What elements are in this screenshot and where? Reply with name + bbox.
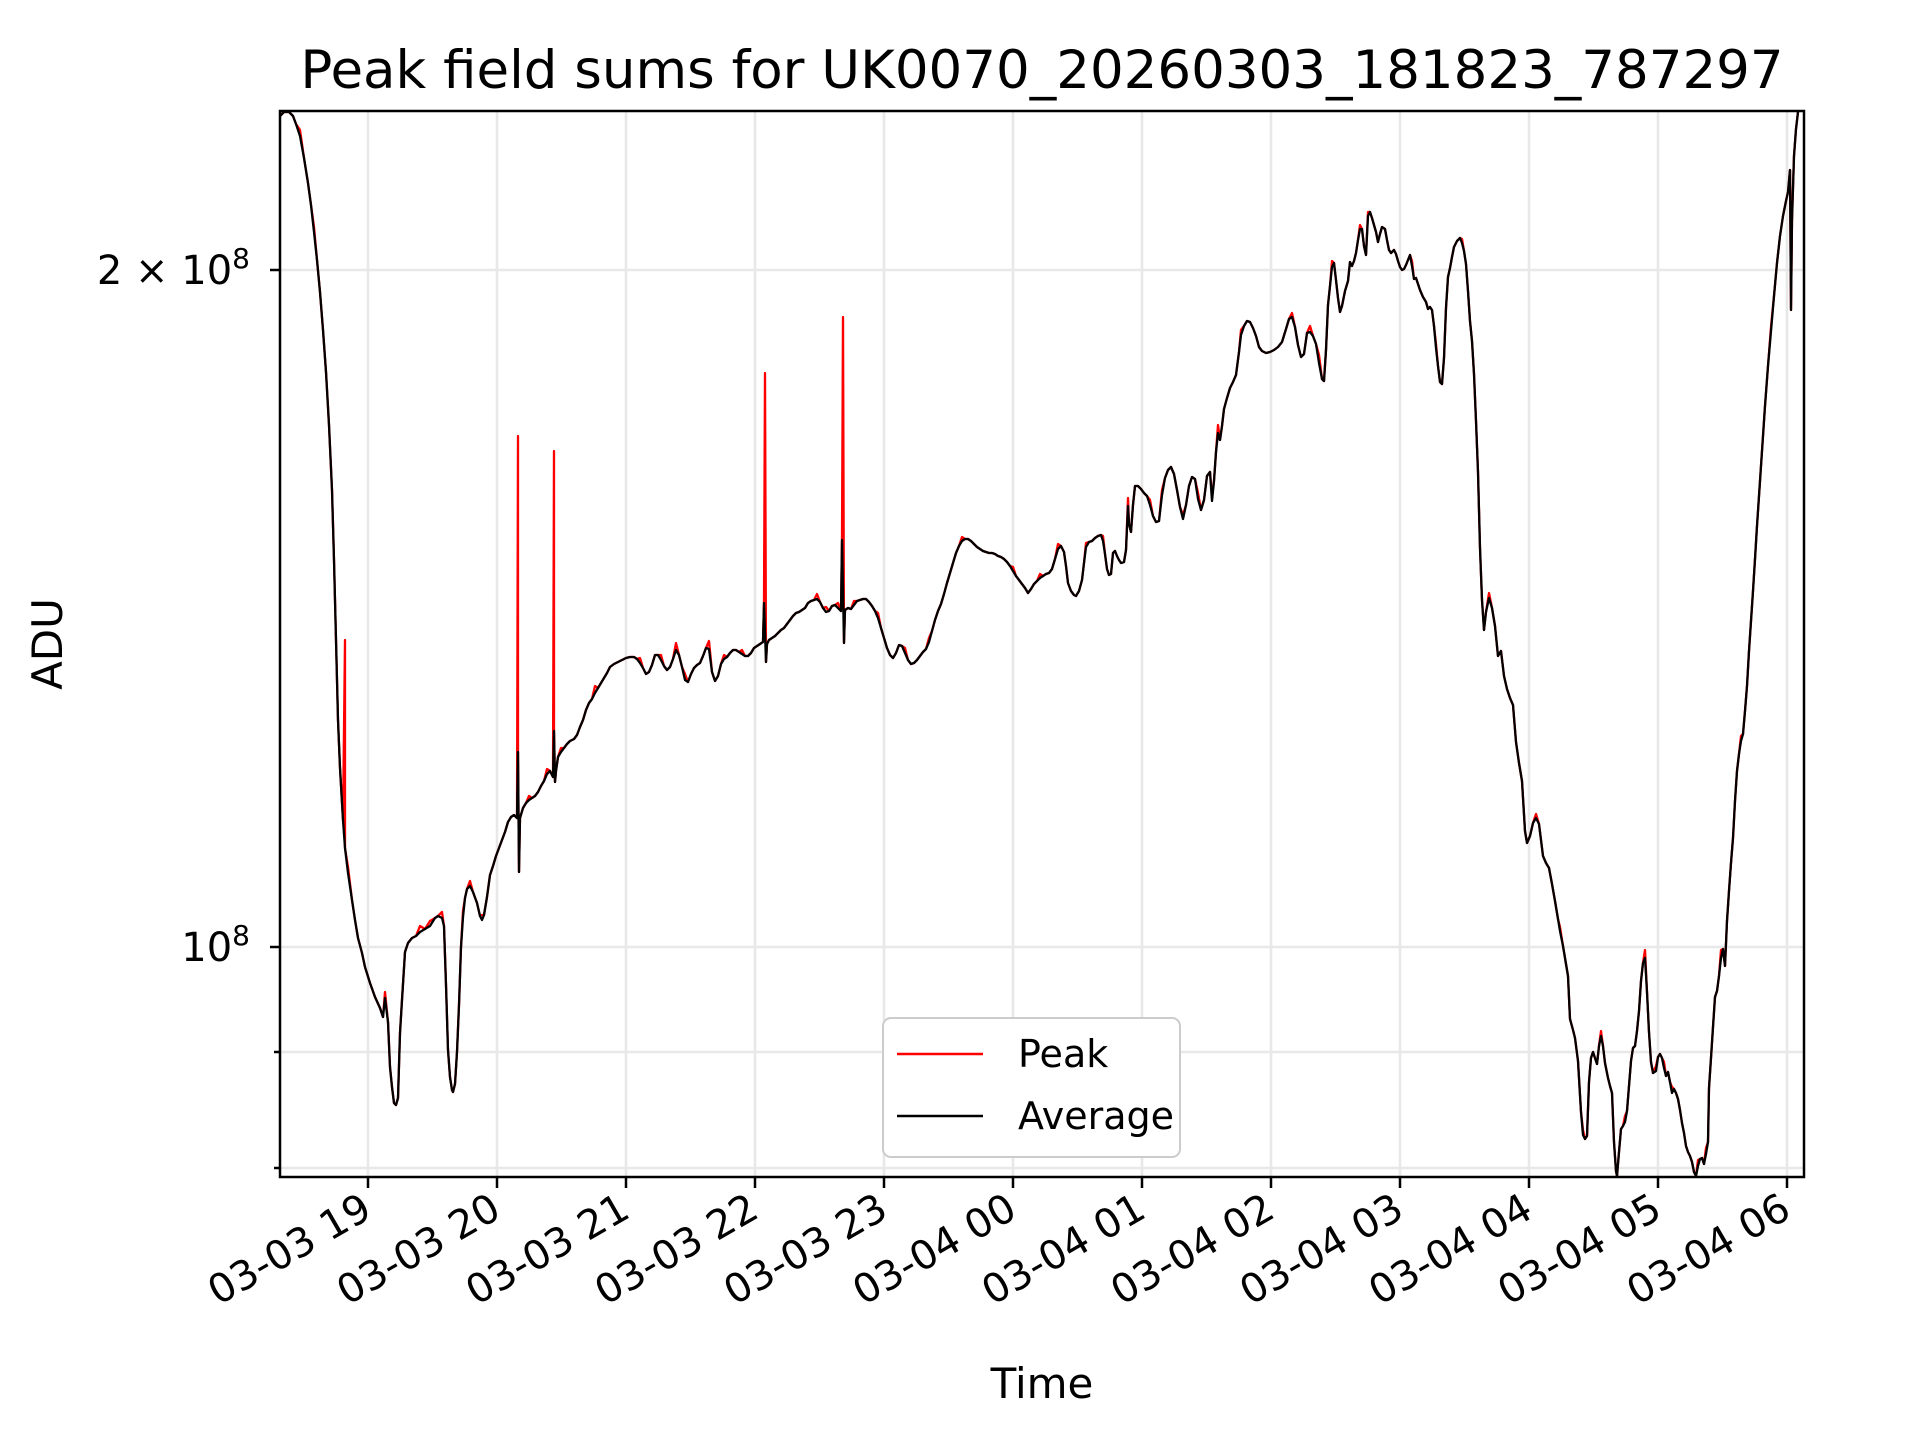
axes-spines [278, 109, 1806, 1179]
legend: Peak Average [882, 1017, 1181, 1158]
gridlines [280, 111, 1804, 1177]
y-tick-label: 2 × 108 [97, 242, 250, 294]
average-series-line [280, 111, 1800, 1177]
plot-curves [280, 111, 1800, 1177]
y-axis-label: ADU [23, 598, 72, 690]
legend-label-average: Average [1018, 1094, 1174, 1138]
x-axis-label: Time [990, 1359, 1094, 1408]
tick-marks [270, 268, 1789, 1188]
y-tick-label: 108 [181, 919, 250, 971]
chart-title: Peak field sums for UK0070_20260303_1818… [300, 40, 1783, 101]
legend-label-peak: Peak [1018, 1032, 1108, 1076]
